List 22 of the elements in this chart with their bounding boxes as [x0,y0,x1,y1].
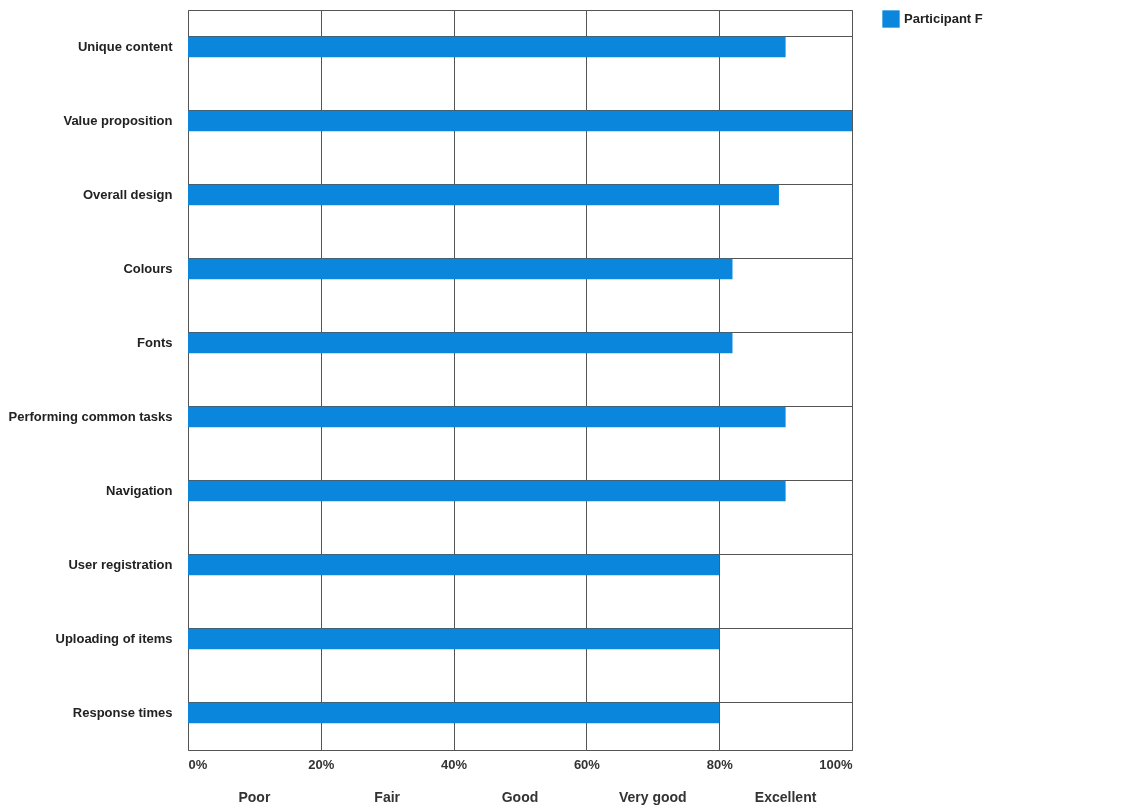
y-tick-label: Colours [123,261,173,276]
text: Very good [618,789,687,805]
y-tick-label: Performing common tasks [8,409,173,424]
x-tick-label: 40% [441,756,468,772]
y-tick-label: Value proposition [63,113,173,128]
y-tick-label: Uploading of items [55,631,173,646]
text: Fair [374,789,401,805]
x-tick-label: 20% [308,756,335,772]
y-tick-label: Response times [72,705,173,720]
text: Good [501,789,539,805]
text: Excellent [754,789,817,805]
y-tick-label: Navigation [106,483,173,498]
x-tick-label: 80% [706,756,734,772]
y-tick-label: Unique content [77,39,174,54]
y-tick-label: Fonts [137,335,173,350]
x-tick-label: 100% [819,756,853,772]
x-tick-label: 0% [188,756,208,772]
x-tick-label: 60% [573,756,601,772]
y-tick-label: Overall design [82,187,173,202]
legend-label: Participant F [904,11,983,26]
text: Poor [238,789,271,805]
y-tick-label: User registration [68,557,173,572]
